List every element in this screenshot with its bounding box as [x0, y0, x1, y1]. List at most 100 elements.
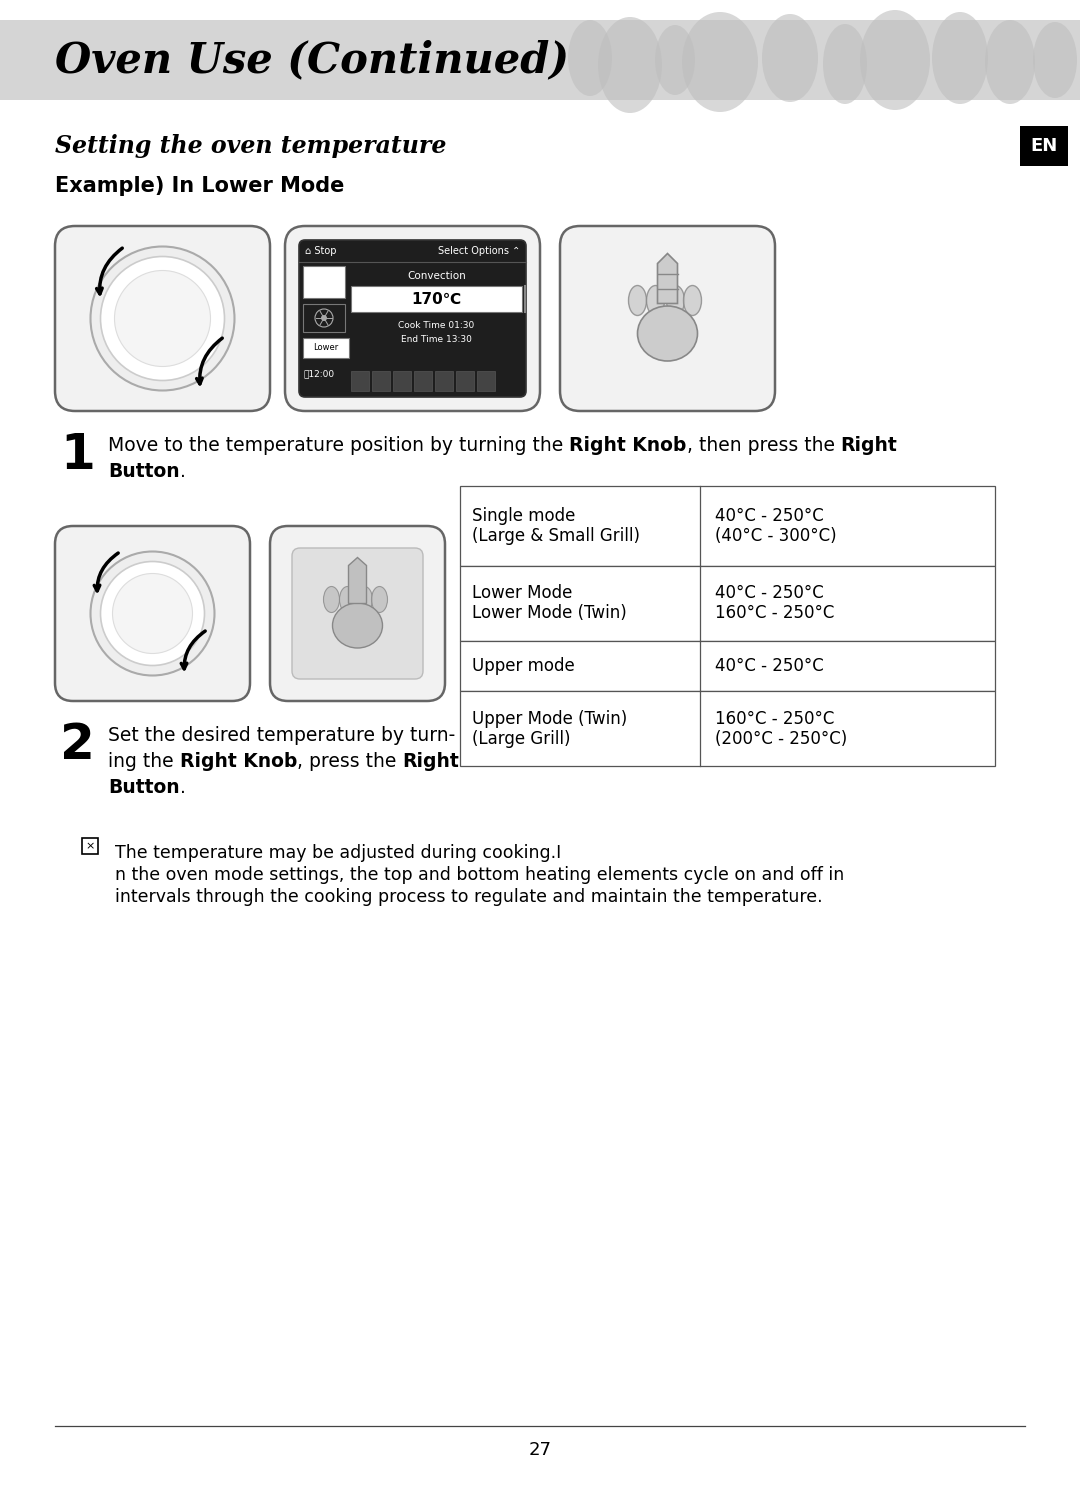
FancyBboxPatch shape — [55, 226, 270, 412]
FancyBboxPatch shape — [55, 526, 249, 701]
Text: Oven Use (Continued): Oven Use (Continued) — [55, 39, 569, 82]
Ellipse shape — [647, 285, 664, 315]
Bar — [460, 566, 995, 640]
Bar — [351, 285, 522, 312]
Ellipse shape — [860, 10, 930, 110]
Bar — [460, 640, 995, 691]
Text: (Large Grill): (Large Grill) — [472, 730, 570, 747]
Text: , press the: , press the — [297, 752, 403, 771]
Bar — [435, 372, 453, 391]
FancyBboxPatch shape — [292, 548, 423, 679]
Text: .: . — [179, 462, 186, 481]
Ellipse shape — [681, 12, 758, 111]
Text: Example) In Lower Mode: Example) In Lower Mode — [55, 175, 345, 196]
Text: Lower Mode (Twin): Lower Mode (Twin) — [472, 605, 626, 623]
Bar — [1020, 126, 1068, 166]
Text: 27: 27 — [528, 1441, 552, 1459]
Text: Lower: Lower — [313, 343, 339, 352]
Text: Cook Time 01:30: Cook Time 01:30 — [399, 321, 474, 330]
Text: Button: Button — [108, 779, 179, 796]
Text: Button: Button — [108, 462, 179, 481]
Circle shape — [114, 270, 211, 367]
Text: Single mode: Single mode — [472, 507, 576, 525]
Ellipse shape — [985, 19, 1035, 104]
Text: Select Options ⌃: Select Options ⌃ — [437, 247, 519, 256]
Ellipse shape — [637, 306, 698, 361]
Ellipse shape — [372, 587, 388, 612]
Text: (Large & Small Grill): (Large & Small Grill) — [472, 528, 640, 545]
Text: ×: × — [85, 841, 95, 851]
Text: Upper mode: Upper mode — [472, 657, 575, 675]
Ellipse shape — [684, 285, 702, 315]
Circle shape — [100, 257, 225, 380]
FancyBboxPatch shape — [561, 226, 775, 412]
Text: 40°C - 250°C: 40°C - 250°C — [715, 657, 824, 675]
Text: ⌒12:00: ⌒12:00 — [303, 370, 334, 379]
Ellipse shape — [333, 603, 382, 648]
Ellipse shape — [629, 285, 647, 315]
Polygon shape — [658, 254, 677, 303]
Polygon shape — [349, 557, 366, 603]
Ellipse shape — [598, 16, 662, 113]
Bar — [303, 266, 345, 299]
Bar — [477, 372, 495, 391]
Text: Right: Right — [840, 435, 897, 455]
Text: (200°C - 250°C): (200°C - 250°C) — [715, 730, 847, 747]
Circle shape — [321, 315, 327, 321]
Text: ing the: ing the — [108, 752, 179, 771]
Text: Upper Mode (Twin): Upper Mode (Twin) — [472, 709, 627, 728]
Ellipse shape — [654, 25, 696, 95]
Bar — [414, 372, 432, 391]
Text: Lower Mode: Lower Mode — [472, 584, 572, 602]
FancyBboxPatch shape — [270, 526, 445, 701]
Text: n the oven mode settings, the top and bottom heating elements cycle on and off i: n the oven mode settings, the top and bo… — [114, 866, 845, 884]
Bar — [303, 305, 345, 331]
Text: 1: 1 — [60, 431, 95, 478]
Text: intervals through the cooking process to regulate and maintain the temperature.: intervals through the cooking process to… — [114, 889, 823, 906]
Text: Set the desired temperature by turn-: Set the desired temperature by turn- — [108, 727, 456, 744]
Text: Right: Right — [403, 752, 459, 771]
Bar — [456, 372, 474, 391]
Bar — [303, 337, 349, 358]
Ellipse shape — [666, 285, 685, 315]
Circle shape — [100, 562, 204, 666]
Bar — [351, 372, 369, 391]
Bar — [460, 486, 995, 566]
Text: (40°C - 300°C): (40°C - 300°C) — [715, 528, 837, 545]
Text: EN: EN — [1030, 137, 1057, 155]
Ellipse shape — [762, 13, 818, 103]
Text: .: . — [179, 779, 186, 796]
Circle shape — [91, 247, 234, 391]
Text: 2: 2 — [60, 721, 95, 768]
Text: 40°C - 250°C: 40°C - 250°C — [715, 507, 824, 525]
Bar — [0, 19, 1080, 100]
Text: ⌂ Stop: ⌂ Stop — [305, 247, 337, 256]
Text: 160°C - 250°C: 160°C - 250°C — [715, 605, 835, 623]
FancyBboxPatch shape — [285, 226, 540, 412]
Text: Setting the oven temperature: Setting the oven temperature — [55, 134, 446, 158]
Bar — [372, 372, 390, 391]
Circle shape — [91, 551, 215, 676]
Text: The temperature may be adjusted during cooking.I: The temperature may be adjusted during c… — [114, 844, 562, 862]
Ellipse shape — [568, 19, 612, 97]
Circle shape — [112, 574, 192, 654]
Bar — [82, 838, 98, 854]
Ellipse shape — [324, 587, 339, 612]
Text: , then press the: , then press the — [687, 435, 840, 455]
FancyBboxPatch shape — [299, 241, 526, 397]
Bar — [393, 372, 411, 391]
Text: Convection: Convection — [407, 270, 465, 281]
Text: End Time 13:30: End Time 13:30 — [401, 336, 472, 345]
Ellipse shape — [823, 24, 867, 104]
Text: Move to the temperature position by turning the: Move to the temperature position by turn… — [108, 435, 569, 455]
Ellipse shape — [932, 12, 988, 104]
Bar — [460, 691, 995, 765]
Text: 40°C - 250°C: 40°C - 250°C — [715, 584, 824, 602]
Text: 160°C - 250°C: 160°C - 250°C — [715, 709, 835, 728]
Ellipse shape — [339, 587, 355, 612]
Text: Right Knob: Right Knob — [179, 752, 297, 771]
Text: Right Knob: Right Knob — [569, 435, 687, 455]
Ellipse shape — [356, 587, 373, 612]
Ellipse shape — [1032, 22, 1077, 98]
Text: 170℃: 170℃ — [411, 291, 461, 306]
